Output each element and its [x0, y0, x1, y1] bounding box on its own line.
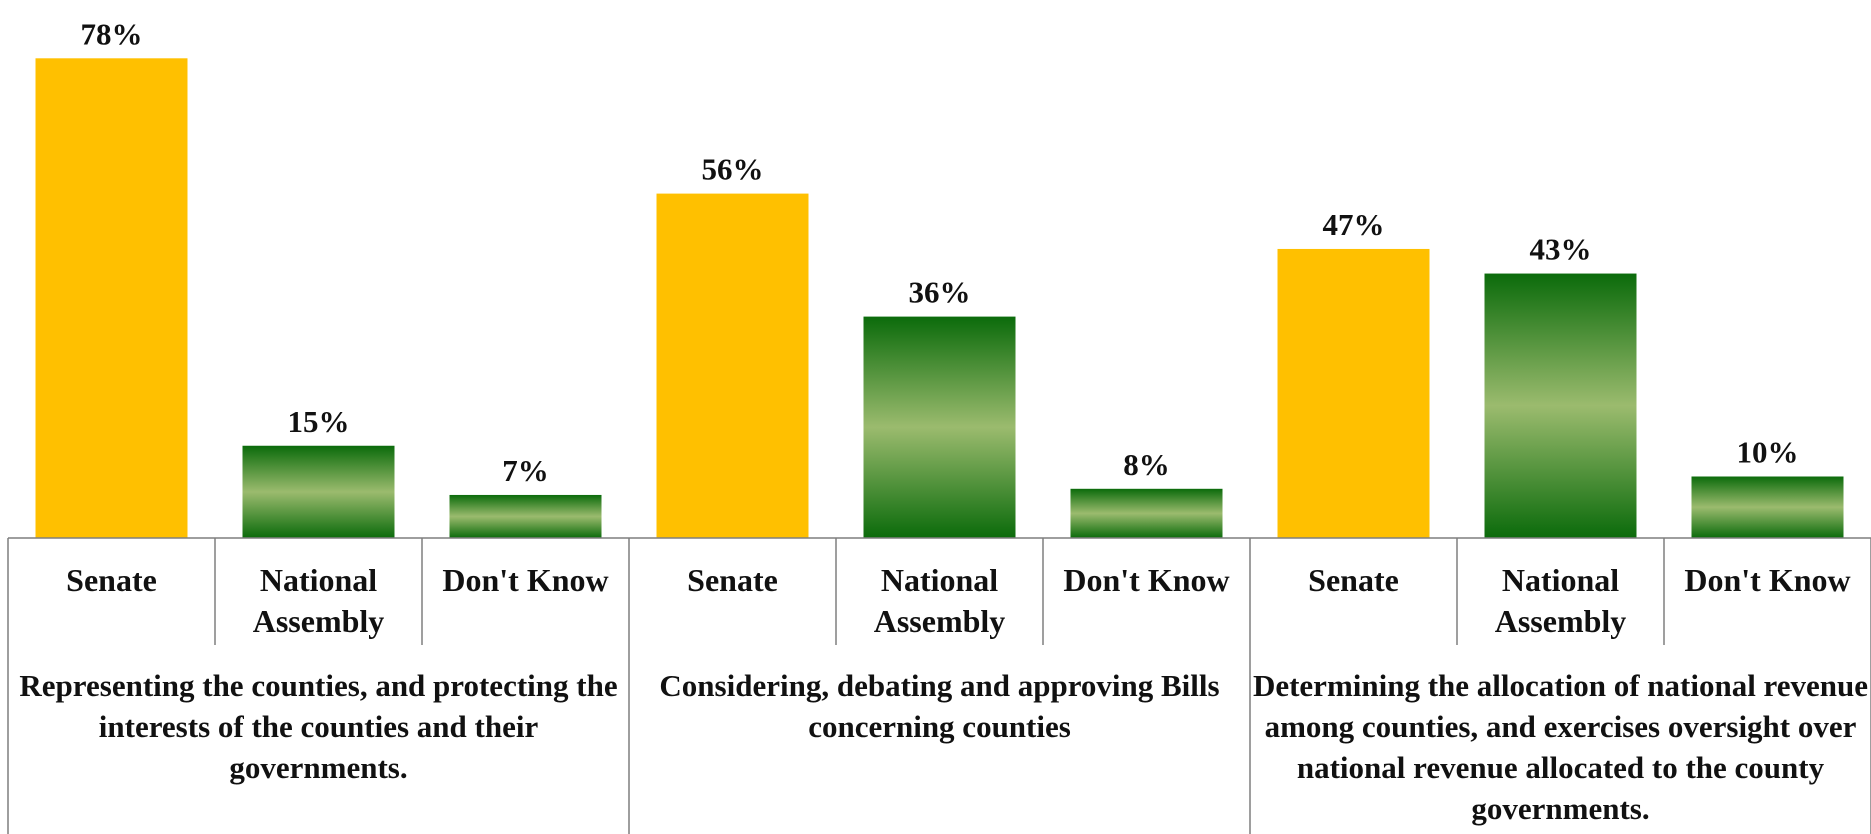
- bar-senate-group-1: [35, 58, 188, 539]
- category-label: Don't Know: [1063, 562, 1230, 598]
- data-label: 56%: [702, 152, 764, 187]
- group-label: Representing the counties, and protectin…: [19, 668, 618, 785]
- category-label: National Assembly: [873, 562, 1006, 639]
- bar-national-assembly-group-3: [1484, 273, 1637, 538]
- data-label: 47%: [1323, 207, 1385, 242]
- bar-dont-know-group-2: [1070, 488, 1223, 538]
- bar-dont-know-group-3: [1691, 476, 1844, 538]
- data-label: 43%: [1530, 232, 1592, 267]
- category-axis: [7, 537, 1871, 834]
- bar-national-assembly-group-2: [863, 316, 1016, 538]
- data-label: 8%: [1123, 447, 1170, 482]
- category-label: Don't Know: [1684, 562, 1851, 598]
- category-label: National Assembly: [1494, 562, 1627, 639]
- bar-senate-group-3: [1277, 248, 1430, 538]
- data-label: 78%: [81, 16, 143, 51]
- bar-dont-know-group-1: [449, 494, 602, 538]
- category-label: National Assembly: [252, 562, 385, 639]
- category-label: Senate: [1308, 562, 1399, 598]
- group-label: Determining the allocation of national r…: [1252, 668, 1869, 826]
- group-label: Considering, debating and approving Bill…: [659, 668, 1220, 744]
- bar-national-assembly-group-1: [242, 445, 395, 538]
- data-label: 7%: [502, 453, 549, 488]
- category-label: Don't Know: [442, 562, 609, 598]
- category-label: Senate: [66, 562, 157, 598]
- data-label: 36%: [909, 275, 971, 310]
- category-label: Senate: [687, 562, 778, 598]
- data-label: 10%: [1737, 435, 1799, 470]
- bars-layer: 78% 15% 7% 56% 36% 8% 47% 43% 10%: [35, 16, 1844, 539]
- bar-senate-group-2: [656, 193, 809, 538]
- data-label: 15%: [288, 404, 350, 439]
